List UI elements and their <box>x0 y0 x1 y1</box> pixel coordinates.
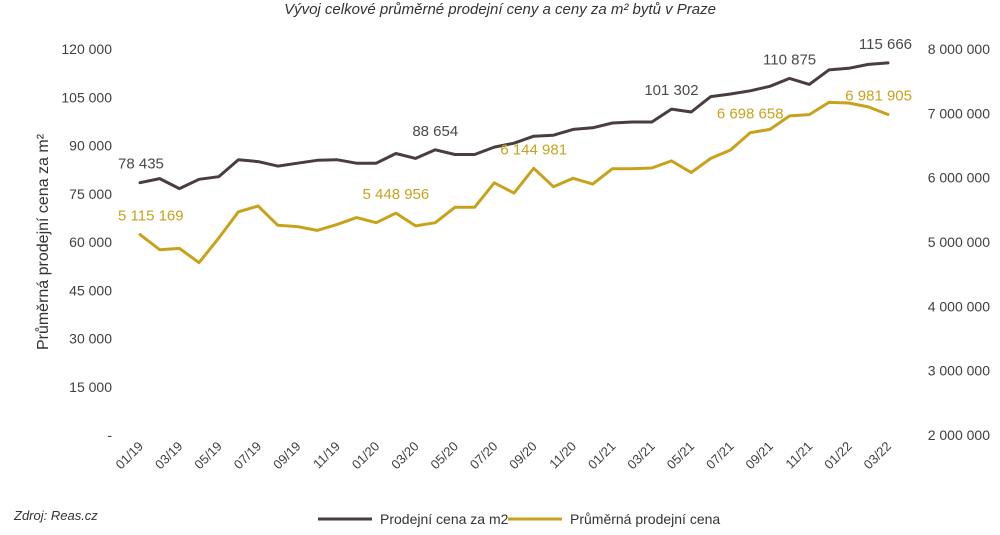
x-tick-label: 09/21 <box>742 439 776 473</box>
left-tick-label: 120 000 <box>61 41 112 57</box>
left-tick-label: 45 000 <box>69 282 112 298</box>
left-tick-label: 15 000 <box>69 379 112 395</box>
x-tick-label: 07/21 <box>703 439 737 473</box>
x-tick-label: 05/20 <box>427 439 461 473</box>
right-tick-label: 4 000 000 <box>928 298 990 314</box>
legend-label-0: Prodejní cena za m2 <box>380 511 509 527</box>
x-tick-label: 11/20 <box>546 439 579 472</box>
data-label: 5 115 169 <box>118 208 184 225</box>
chart-title: Vývoj celkové průměrné prodejní ceny a c… <box>284 1 716 18</box>
x-tick-label: 05/21 <box>664 439 698 473</box>
right-tick-label: 2 000 000 <box>928 427 990 443</box>
legend: Prodejní cena za m2 Průměrná prodejní ce… <box>318 511 720 527</box>
data-label: 115 666 <box>859 36 912 53</box>
x-tick-label: 07/20 <box>467 439 501 473</box>
left-tick-label: 90 000 <box>69 138 112 154</box>
x-tick-label: 03/20 <box>388 439 422 473</box>
x-tick-label: 01/22 <box>821 439 855 473</box>
data-label: 5 448 956 <box>363 186 430 203</box>
right-tick-label: 3 000 000 <box>928 363 990 379</box>
x-tick-label: 09/20 <box>506 439 540 473</box>
left-tick-label: 105 000 <box>61 89 112 105</box>
data-label: 110 875 <box>763 51 816 68</box>
right-tick-label: 5 000 000 <box>928 234 990 250</box>
x-tick-label: 03/21 <box>624 439 658 473</box>
series-line-0 <box>138 61 890 191</box>
series-line-1 <box>138 100 890 265</box>
x-tick-label: 09/19 <box>270 439 304 473</box>
x-tick-label: 11/19 <box>310 439 343 472</box>
source-note: Zdroj: Reas.cz <box>13 508 98 523</box>
data-label: 101 302 <box>644 82 698 99</box>
left-tick-label: 60 000 <box>69 234 112 250</box>
left-axis-ticks: - 15 000 30 000 45 000 60 000 75 000 90 000 105… <box>61 41 112 443</box>
x-tick-label: 03/22 <box>861 439 895 473</box>
series-lines <box>138 61 890 265</box>
data-label: 78 435 <box>118 156 164 173</box>
x-tick-label: 11/21 <box>782 439 815 472</box>
right-tick-label: 8 000 000 <box>928 41 990 57</box>
x-axis-ticks: 01/19 03/19 05/19 07/19 09/19 11/19 01/20 03/20… <box>113 439 895 473</box>
x-tick-label: 07/19 <box>231 439 265 473</box>
left-tick-label: 30 000 <box>69 331 112 347</box>
right-tick-label: 7 000 000 <box>928 105 990 121</box>
data-label: 6 698 658 <box>717 106 784 123</box>
y-axis-label: Průměrná prodejní cena za m² <box>34 133 52 350</box>
data-label: 6 981 905 <box>845 87 912 104</box>
data-labels: 78 435 88 654 101 302 110 875 115 666 5 115 1… <box>118 36 912 225</box>
left-tick-label: - <box>107 427 112 443</box>
x-tick-label: 01/21 <box>585 439 619 473</box>
data-label: 88 654 <box>412 123 458 140</box>
x-tick-label: 01/20 <box>349 439 383 473</box>
x-tick-label: 01/19 <box>113 439 147 473</box>
legend-label-1: Průměrná prodejní cena <box>570 511 720 527</box>
data-label: 6 144 981 <box>500 141 567 158</box>
x-tick-label: 03/19 <box>152 439 186 473</box>
left-tick-label: 75 000 <box>69 186 112 202</box>
x-tick-label: 05/19 <box>191 439 225 473</box>
right-tick-label: 6 000 000 <box>928 170 990 186</box>
right-axis-ticks: 2 000 000 3 000 000 4 000 000 5 000 000 6 00… <box>928 41 990 443</box>
